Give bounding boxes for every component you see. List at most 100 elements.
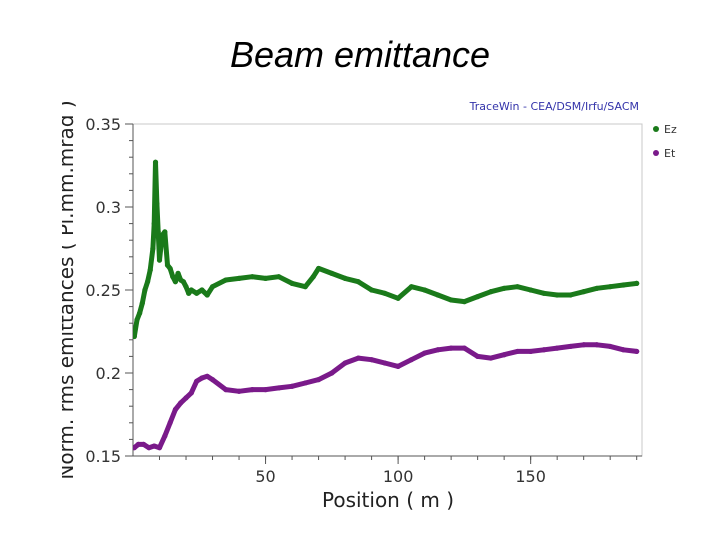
data-point-et [528, 348, 534, 355]
data-point-et [167, 420, 173, 426]
data-point-ez [170, 274, 176, 280]
data-point-et [501, 352, 507, 358]
data-point-ez [155, 229, 161, 235]
y-tick-label: 0.2 [96, 364, 121, 383]
data-point-ez [289, 280, 295, 286]
series-line-ez [133, 159, 640, 339]
legend-marker-et [653, 150, 659, 156]
data-point-et [607, 343, 613, 350]
data-point-ez [594, 285, 600, 291]
data-point-et [368, 357, 375, 363]
data-point-ez [162, 229, 168, 235]
x-tick-label: 150 [515, 467, 546, 486]
data-point-et [276, 385, 282, 391]
data-point-ez [567, 292, 574, 298]
data-point-et [408, 357, 414, 363]
data-point-ez [154, 201, 160, 207]
data-point-ez [368, 287, 375, 293]
data-point-et [448, 345, 454, 351]
data-point-et [141, 441, 147, 447]
y-tick-label: 0.15 [85, 447, 121, 466]
data-point-ez [175, 270, 181, 276]
data-point-ez [382, 290, 388, 296]
data-point-et [302, 380, 308, 386]
data-point-ez [151, 221, 157, 227]
data-point-ez [249, 274, 255, 280]
data-point-ez [204, 292, 210, 298]
data-point-ez [408, 284, 414, 290]
data-point-ez [422, 287, 428, 293]
data-point-et [395, 363, 401, 369]
data-point-ez [475, 294, 481, 300]
data-point-et [634, 348, 640, 355]
data-point-et [223, 387, 229, 393]
data-point-ez [634, 280, 640, 286]
legend-label-et: Et [664, 147, 676, 160]
data-point-et [204, 373, 210, 379]
data-point-et [183, 395, 189, 401]
data-point-ez [262, 275, 269, 281]
x-axis-label: Position ( m ) [322, 488, 454, 512]
data-point-ez [133, 333, 137, 340]
data-point-ez [501, 285, 507, 291]
data-point-et [172, 406, 179, 413]
x-tick-label: 50 [255, 467, 275, 486]
data-point-et [315, 377, 322, 383]
y-tick-label: 0.3 [96, 198, 121, 217]
data-point-ez [142, 287, 148, 293]
data-point-et [422, 350, 428, 356]
data-point-ez [180, 279, 186, 285]
data-point-ez [139, 300, 145, 306]
data-point-et [435, 347, 441, 353]
data-point-ez [144, 279, 151, 285]
data-point-ez [342, 275, 348, 281]
data-point-ez [620, 282, 627, 288]
legend-marker-ez [653, 126, 659, 132]
data-point-et [620, 347, 627, 353]
data-point-ez [156, 257, 163, 263]
data-point-et [209, 377, 216, 383]
data-point-ez [435, 292, 441, 298]
data-point-ez [172, 279, 179, 285]
x-tick-label: 100 [383, 467, 414, 486]
data-point-et [475, 353, 481, 359]
data-point-et [461, 345, 467, 351]
data-point-ez [528, 287, 534, 293]
data-point-et [355, 355, 361, 361]
data-point-ez [223, 277, 229, 283]
data-point-et [194, 378, 200, 384]
legend-label-ez: Ez [664, 123, 677, 136]
data-point-ez [147, 267, 153, 273]
data-point-et [156, 445, 163, 451]
data-point-et [162, 433, 168, 439]
data-point-ez [167, 265, 173, 272]
data-point-ez [236, 275, 242, 281]
y-tick-label: 0.25 [85, 281, 121, 300]
data-point-ez [488, 289, 494, 295]
data-point-et [236, 388, 242, 394]
chart-watermark: TraceWin - CEA/DSM/Irfu/SACM [469, 100, 639, 113]
series-line-et [133, 342, 640, 451]
data-point-et [594, 342, 600, 348]
data-point-et [199, 375, 205, 381]
data-point-et [146, 445, 152, 451]
data-point-ez [315, 265, 322, 272]
data-point-et [342, 360, 348, 366]
y-label-mask [0, 100, 62, 480]
data-point-ez [448, 297, 454, 303]
data-point-et [541, 347, 547, 353]
data-point-et [382, 360, 388, 366]
data-point-et [514, 348, 521, 355]
slide-title: Beam emittance [229, 34, 491, 75]
data-point-ez [461, 299, 467, 305]
data-point-ez [137, 310, 143, 316]
data-point-ez [276, 274, 282, 280]
data-point-et [567, 343, 574, 350]
data-point-ez [554, 292, 560, 298]
data-point-ez [183, 284, 189, 290]
data-point-et [135, 441, 141, 447]
data-point-et [262, 387, 269, 393]
data-point-ez [188, 287, 194, 293]
data-point-et [581, 342, 587, 348]
